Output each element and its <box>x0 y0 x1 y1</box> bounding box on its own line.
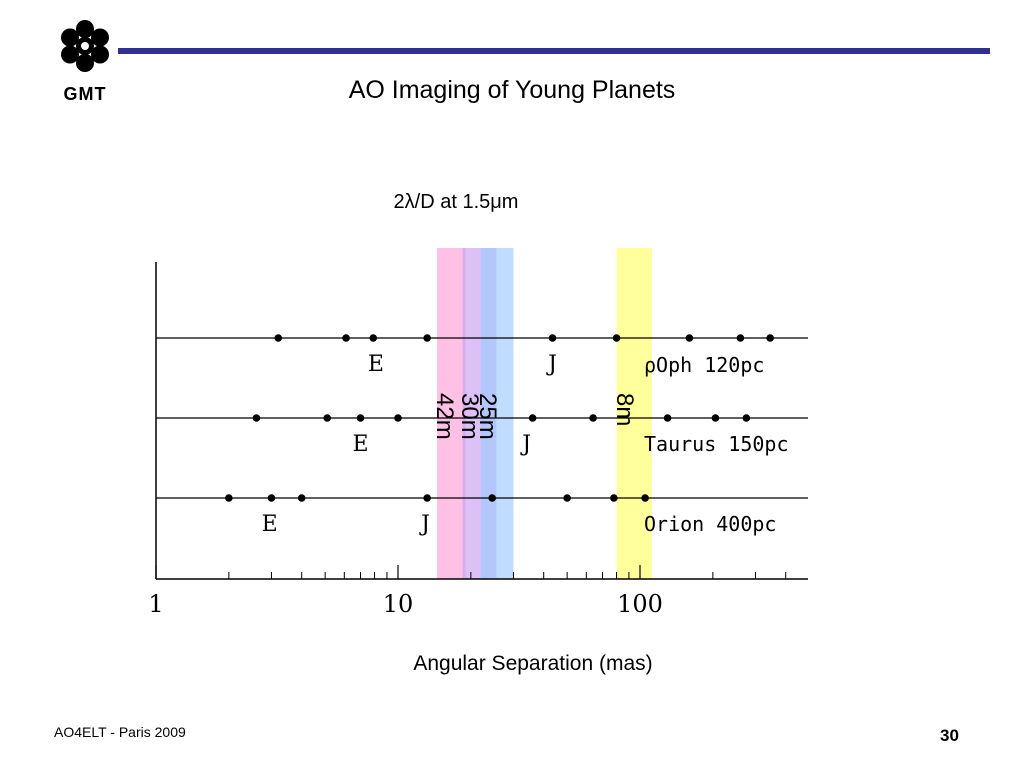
marker-label-E: E <box>262 512 278 537</box>
marker-label-J: J <box>419 512 430 537</box>
data-point <box>274 334 283 342</box>
data-point <box>488 494 496 502</box>
data-point <box>641 494 649 502</box>
series-name: Orion 400pc <box>644 512 776 536</box>
band-25m <box>480 248 514 579</box>
band-42m <box>437 248 466 579</box>
bands-layer <box>437 248 652 579</box>
marker-label-E: E <box>368 352 384 377</box>
data-point <box>612 334 621 342</box>
data-point <box>297 494 306 502</box>
footer-left: AO4ELT - Paris 2009 <box>54 724 186 740</box>
ticks-layer: 1 10 100 <box>148 565 787 618</box>
logo-text: GMT <box>64 84 107 104</box>
band-label-30m: 30m <box>456 393 483 440</box>
band-label-8m: 8m <box>611 393 638 426</box>
data-point <box>342 334 350 342</box>
series-row-2: E J Taurus 150pc <box>156 414 808 457</box>
data-point <box>528 414 537 422</box>
data-point <box>736 334 745 342</box>
data-point <box>423 494 431 502</box>
marker-label-J: J <box>546 352 557 377</box>
band-8m <box>616 248 652 579</box>
data-point <box>423 334 431 342</box>
data-point <box>252 414 261 422</box>
marker-label-E: E <box>352 432 368 457</box>
gmt-logo: GMT <box>61 20 109 104</box>
data-point <box>742 414 751 422</box>
data-point <box>267 494 276 502</box>
series-row-3: E J Orion 400pc <box>156 494 808 537</box>
page-number: 30 <box>940 726 959 745</box>
series-name: ρOph 120pc <box>644 353 764 377</box>
band-label-42m: 42m <box>431 393 458 440</box>
data-point <box>225 494 233 502</box>
mirror-segments-icon <box>61 20 109 72</box>
band-label-25m: 25m <box>474 393 501 440</box>
axes-layer <box>155 262 808 580</box>
data-point <box>323 414 332 422</box>
tick-label-1: 1 <box>148 590 163 618</box>
slide-title: AO Imaging of Young Planets <box>348 76 676 104</box>
title-bar <box>118 48 990 54</box>
tick-label-10: 10 <box>383 590 414 618</box>
data-point <box>369 334 378 342</box>
data-point <box>563 494 571 502</box>
data-point <box>766 334 774 342</box>
data-point <box>685 334 694 342</box>
x-axis-label: Angular Separation (mas) <box>413 652 652 675</box>
marker-label-J: J <box>520 432 531 457</box>
chart-title: 2λ/D at 1.5μm <box>394 191 519 213</box>
data-point <box>548 334 557 342</box>
data-point <box>356 414 365 422</box>
tick-label-100: 100 <box>617 590 663 618</box>
series-name: Taurus 150pc <box>644 432 789 456</box>
data-point <box>394 414 402 422</box>
data-point <box>589 414 597 422</box>
data-point <box>610 494 618 502</box>
data-point <box>663 414 672 422</box>
data-point <box>711 414 720 422</box>
